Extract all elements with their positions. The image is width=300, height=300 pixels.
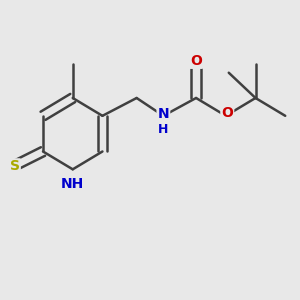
Text: H: H: [158, 123, 169, 136]
Text: S: S: [10, 159, 20, 173]
Text: O: O: [221, 106, 233, 120]
Text: O: O: [190, 54, 202, 68]
Text: N: N: [158, 107, 169, 121]
Text: NH: NH: [61, 177, 84, 191]
